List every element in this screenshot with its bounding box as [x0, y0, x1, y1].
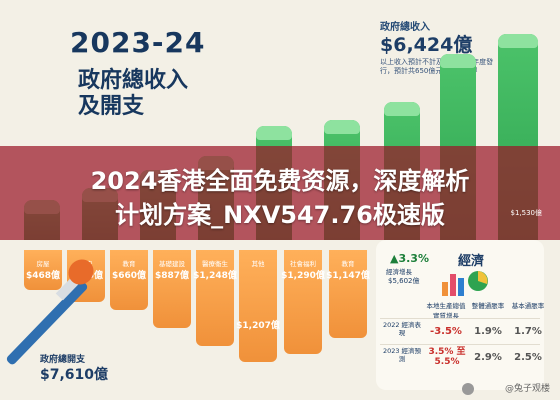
revenue-note: 以上收入預計不計及2023/24年度發行，預計共650億元的債務所得: [380, 58, 494, 75]
up-arrow-icon: ▲: [390, 252, 399, 265]
watermark-icon: [462, 383, 474, 395]
revenue-amount: $6,424億: [380, 34, 473, 56]
expense-bar: [239, 250, 277, 362]
expense-category: 教育: [122, 260, 136, 268]
expense-bar: [153, 250, 191, 328]
economy-title: 經濟: [458, 254, 485, 269]
divider: [380, 344, 540, 345]
expense-value: $660億: [111, 271, 147, 281]
expense-bar: [329, 250, 367, 338]
watermark: @兔子观楼: [504, 384, 550, 394]
column-header: 基本通脹率: [511, 302, 545, 310]
gdp-amount: $5,602億: [388, 277, 420, 285]
revenue-bar-label: $1,530億: [510, 209, 543, 217]
table-cell: 1.9%: [474, 326, 502, 337]
row-label: 2023 經濟預測: [382, 347, 422, 363]
expense-category: 房屋: [36, 260, 50, 268]
expense-value: $887億: [154, 271, 190, 281]
expense-value: $1,147億: [326, 271, 370, 281]
expense-category: 社會福利: [290, 260, 316, 268]
chart-icon: [442, 271, 488, 296]
expense-category: 醫療衞生: [202, 260, 228, 268]
heading-line-1: 政府總收入: [78, 68, 189, 93]
column-header: 本地生產總值實質增長: [426, 302, 466, 320]
expense-bar: [24, 250, 62, 290]
expense-category: 其他: [251, 260, 265, 268]
column-header: 整體通脹率: [471, 302, 505, 310]
expenditure-amount: $7,610億: [40, 367, 109, 383]
banner-line-2: 计划方案_NXV547.76极速版: [115, 200, 445, 229]
gdp-growth-percent: ▲3.3%: [390, 252, 429, 265]
expense-value: $1,248億: [193, 271, 237, 281]
table-cell: 1.7%: [514, 326, 542, 337]
expense-value: $1,290億: [281, 271, 325, 281]
revenue-label: 政府總收入: [380, 22, 430, 33]
expense-value: $1,207億: [236, 321, 280, 331]
year-heading: 2023-24: [70, 26, 206, 59]
expenditure-label: 政府總開支: [40, 355, 86, 365]
title-banner: [0, 146, 560, 240]
expense-value: $468億: [25, 271, 61, 281]
table-cell: -3.5%: [430, 326, 462, 337]
gdp-growth-label: 經濟增長: [386, 268, 412, 276]
table-cell: 2.9%: [474, 352, 502, 363]
heading-line-2: 及開支: [78, 94, 145, 119]
divider: [380, 318, 540, 319]
row-label: 2022 經濟表現: [382, 321, 422, 337]
expense-bar: [284, 250, 322, 354]
banner-line-1: 2024香港全面免费资源，深度解析: [90, 167, 470, 195]
economy-card: [376, 240, 544, 390]
expense-category: 教育: [341, 260, 355, 268]
table-cell: 2.5%: [514, 352, 542, 363]
expense-bar: [196, 250, 234, 346]
table-cell: 3.5% 至5.5%: [428, 347, 466, 367]
banner-title: 2024香港全面免费资源，深度解析 计划方案_NXV547.76极速版: [0, 165, 560, 232]
expense-category: 基礎建設: [159, 260, 185, 268]
expense-bar: [110, 250, 148, 310]
